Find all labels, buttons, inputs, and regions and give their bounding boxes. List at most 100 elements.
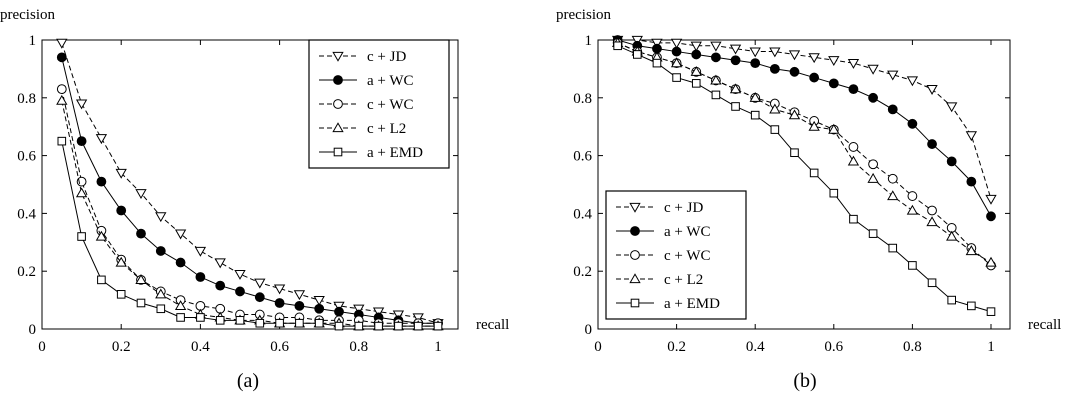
data-point [175, 257, 186, 268]
data-point [235, 316, 245, 325]
legend-item: a + EMD [319, 145, 423, 161]
data-point [293, 290, 306, 301]
data-point [333, 301, 345, 312]
data-point [95, 230, 108, 241]
data-point [965, 131, 978, 142]
data-point [116, 205, 127, 216]
legend-label: c + WC [664, 248, 711, 264]
x-tick-label: 0.4 [746, 339, 765, 355]
data-point [235, 286, 245, 297]
data-point [788, 50, 801, 61]
data-point [849, 214, 858, 224]
data-point [613, 41, 622, 51]
data-point [965, 245, 978, 256]
data-point [710, 74, 722, 85]
data-point [155, 288, 167, 299]
data-point [194, 246, 207, 257]
data-point [710, 41, 722, 52]
data-point [334, 321, 344, 331]
x-tick-label: 0.6 [270, 339, 289, 355]
y-tick-label: 0 [29, 322, 37, 338]
data-point [729, 44, 742, 55]
data-point [95, 134, 108, 145]
data-point [215, 316, 225, 325]
data-point [77, 232, 86, 241]
legend-label: c + JD [664, 200, 703, 216]
data-point [254, 278, 266, 289]
data-point [155, 246, 166, 256]
data-point [136, 228, 146, 239]
legend-label: a + EMD [664, 296, 720, 312]
series-a-emd [57, 136, 443, 331]
legend-marker [629, 273, 641, 284]
legend-label: a + WC [367, 73, 414, 89]
y-tick-label: 0.4 [17, 206, 36, 222]
data-point [868, 159, 878, 170]
y-tick-label: 0.8 [573, 91, 592, 107]
legend-label: c + L2 [664, 272, 703, 288]
data-point [214, 258, 226, 269]
data-point [868, 229, 878, 238]
data-point [927, 205, 937, 216]
data-point [985, 256, 997, 267]
data-point [985, 194, 997, 205]
data-point [887, 173, 898, 184]
data-point [966, 176, 977, 187]
data-point [711, 52, 721, 63]
data-point [790, 148, 799, 158]
data-point [848, 142, 859, 152]
legend-label: a + EMD [367, 145, 423, 161]
data-point [946, 230, 958, 241]
x-tick-label: 1 [987, 339, 995, 355]
data-point [770, 125, 780, 134]
data-point [888, 243, 898, 253]
data-point [908, 261, 917, 270]
data-point [749, 47, 761, 58]
data-point [76, 176, 87, 187]
data-point [115, 256, 127, 267]
data-point [176, 313, 185, 322]
legend-marker [332, 51, 344, 62]
data-point [136, 298, 146, 308]
data-point [769, 64, 780, 74]
x-tick-label: 0.2 [667, 339, 686, 355]
data-point [275, 318, 284, 328]
data-point [670, 38, 683, 49]
panel-label: (a) [237, 370, 259, 392]
x-axis-title: recall [1028, 317, 1061, 333]
data-point [927, 139, 937, 149]
data-point [788, 109, 801, 120]
data-point [829, 188, 839, 198]
data-point [847, 155, 860, 166]
data-point [652, 58, 662, 68]
y-tick-label: 1 [585, 33, 593, 49]
data-point [750, 110, 760, 120]
data-point [868, 92, 878, 103]
data-point [273, 284, 286, 295]
data-point [56, 84, 67, 95]
data-point [750, 58, 761, 69]
y-tick-label: 0.2 [17, 264, 36, 280]
legend-label: c + JD [367, 49, 406, 65]
data-point [847, 59, 860, 69]
legend-item: a + WC [319, 73, 414, 89]
data-point [353, 304, 365, 315]
y-axis-title: precision [556, 7, 611, 23]
legend-item: c + L2 [319, 121, 406, 137]
data-point [789, 66, 800, 77]
data-point [76, 136, 87, 147]
data-point [75, 99, 88, 110]
data-point [749, 91, 761, 102]
data-point [314, 303, 325, 314]
data-point [631, 35, 643, 46]
data-point [691, 49, 702, 60]
data-point [907, 191, 918, 201]
legend-label: c + WC [367, 97, 414, 113]
panel-label: (b) [793, 370, 816, 392]
y-tick-label: 0 [585, 322, 593, 338]
data-point [887, 190, 899, 201]
data-point [946, 156, 957, 167]
data-point [56, 94, 68, 105]
data-point [412, 313, 424, 324]
